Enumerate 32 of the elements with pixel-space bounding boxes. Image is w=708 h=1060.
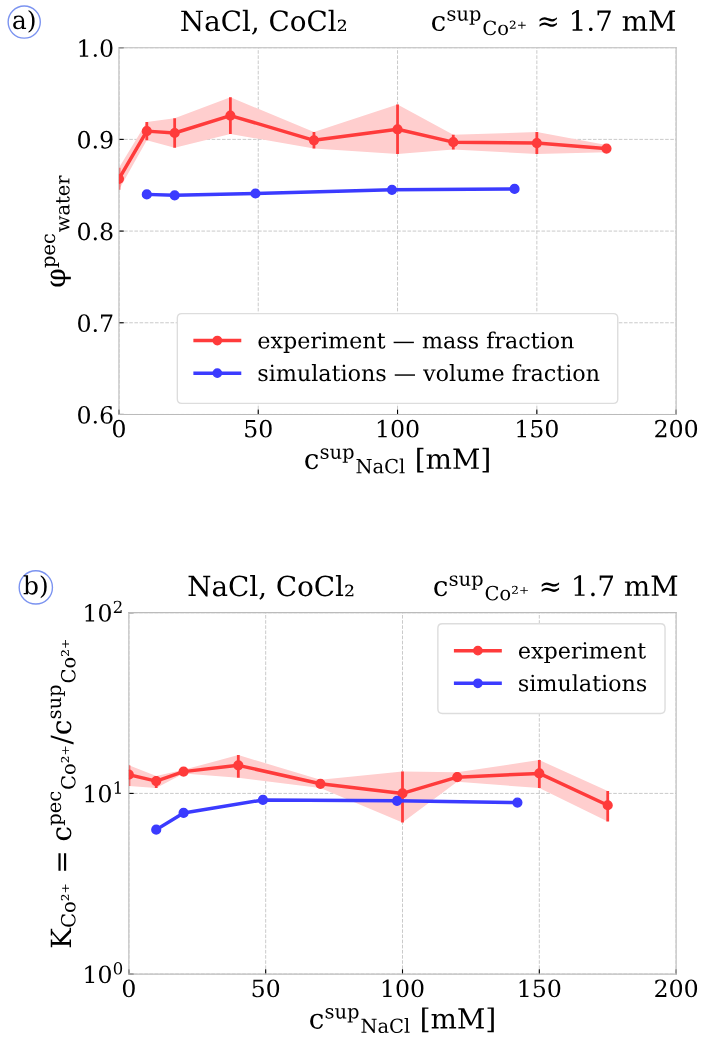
y-axis-title: φ$^{pec}$$_{water}$ — [44, 175, 71, 287]
legend-label: experiment — mass fraction — [258, 331, 574, 353]
y-axis-title: K$_{Co²⁺}$ = c$^{pec}$$_{Co²⁺}$/c$^{sup}$$_{Co²⁺}$ — [50, 640, 76, 948]
y-tick-label: 10$^{0}$ — [85, 962, 123, 984]
x-tick-label: 50 — [252, 979, 280, 998]
y-tick-label: 0.7 — [78, 314, 113, 333]
y-tick-label: 0.8 — [78, 222, 113, 241]
x-tick-label: 150 — [517, 419, 558, 438]
x-tick-label: 100 — [377, 419, 419, 438]
text: a) — [13, 9, 35, 33]
legend-label: simulations — [519, 674, 647, 692]
y-tick-label: 0.6 — [78, 405, 113, 424]
y-tick-label: 10$^{2}$ — [85, 600, 122, 622]
x-axis-title: c$^{sup}$$_{NaCl}$ [mM] — [305, 447, 489, 474]
legend-label: experiment — [518, 642, 646, 664]
x-tick-label: 100 — [382, 979, 424, 998]
x-tick-label: 0 — [112, 419, 125, 438]
y-tick-label: 0.9 — [78, 130, 113, 149]
x-tick-label: 50 — [245, 419, 272, 438]
y-tick-label: 10$^{1}$ — [85, 781, 121, 803]
x-tick-label: 200 — [655, 979, 698, 998]
chart-title: NaCl, CoCl₂ — [181, 9, 347, 35]
y-tick-label: 1.0 — [79, 39, 113, 58]
x-tick-label: 150 — [519, 979, 561, 998]
text: b) — [23, 575, 47, 599]
chart-title: NaCl, CoCl₂ — [188, 574, 354, 600]
legend-label: simulations — volume fraction — [258, 364, 600, 382]
chart-subtitle: c$^{sup}$$_{Co²⁺}$ ≈ 1.7 mM — [434, 575, 678, 601]
x-tick-label: 0 — [122, 979, 135, 998]
chart-subtitle: c$^{sup}$$_{Co²⁺}$ ≈ 1.7 mM — [432, 10, 676, 36]
x-axis-title: c$^{sup}$$_{NaCl}$ [mM] — [310, 1007, 494, 1034]
x-tick-label: 200 — [655, 419, 698, 438]
